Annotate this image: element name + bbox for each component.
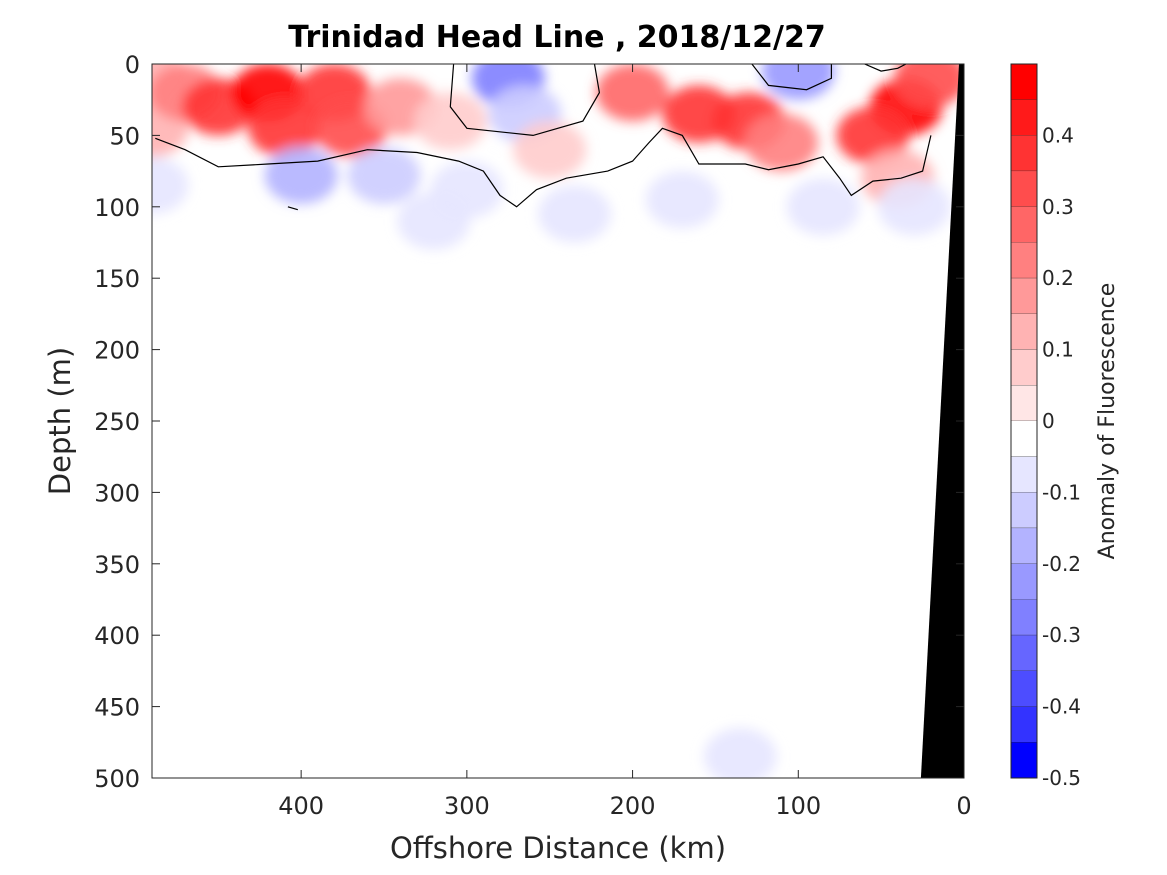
anomaly-point-31 [703,728,777,778]
colorbar-level [1011,706,1037,743]
y-tick-label: 450 [94,694,140,722]
x-tick-label: 400 [278,792,324,820]
zero-contour-0 [155,127,932,208]
anomaly-point-14 [397,192,471,250]
colorbar-level [1011,99,1037,136]
colorbar-tick-label: -0.1 [1042,480,1081,504]
colorbar-tick-label: 0.2 [1042,266,1074,290]
plot-area [151,63,965,779]
zero-contour-2 [751,64,832,91]
colorbar-level [1011,242,1037,279]
anomaly-point-2 [152,156,189,214]
anomaly-point-22 [745,113,819,172]
x-tick-label: 100 [775,792,821,820]
y-axis-label: Depth (m) [43,347,77,495]
anomaly-point-27 [836,106,910,164]
x-tick-label: 0 [956,792,971,820]
anomaly-point-11 [264,146,338,204]
colorbar-level [1011,64,1037,100]
y-tick-label: 200 [94,337,140,365]
y-tick-label: 250 [94,408,140,436]
zero-contour-1 [449,64,601,137]
colorbar-level [1011,206,1037,243]
anomaly-point-23 [645,171,719,229]
colorbar: 0.4 0.3 0.2 0.1 0 -0.1 -0.2 -0.3 -0.4 -0.5 [1010,63,1081,790]
colorbar-level [1011,599,1037,636]
colorbar-tick-label: 0.1 [1042,338,1074,362]
colorbar-level [1011,742,1037,778]
colorbar-level [1011,385,1037,421]
seafloor-layer [920,64,964,778]
anomaly-point-17 [513,121,587,179]
colorbar-tick-label: -0.4 [1042,695,1081,719]
colorbar-level [1011,456,1037,493]
y-tick-label: 400 [94,622,140,650]
colorbar-tick-label: 0.3 [1042,195,1074,219]
y-tick-label: 350 [94,551,140,579]
colorbar-level [1011,670,1037,707]
anomaly-point-12 [347,146,421,204]
y-tick-label: 50 [109,122,140,150]
y-tick-label: 150 [94,265,140,293]
x-axis: 400 300 200 100 0 [278,64,972,820]
anomaly-point-25 [786,178,860,236]
zero-contours [155,64,932,211]
y-tick-label: 300 [94,479,140,507]
anomaly-point-6 [248,99,322,157]
colorbar-tick-label: -0.2 [1042,552,1081,576]
y-tick-label: 500 [94,765,140,793]
zero-contour-4 [287,206,298,211]
colorbar-frame [1010,63,1038,779]
colorbar-tick-label: -0.3 [1042,623,1081,647]
colorbar-level [1011,278,1037,314]
colorbar-level [1011,635,1037,671]
anomaly-point-19 [596,64,670,122]
y-tick-label: 100 [94,194,140,222]
colorbar-level [1011,135,1037,172]
colorbar-level [1011,528,1037,564]
anomaly-point-30 [877,178,951,236]
x-tick-label: 200 [610,792,656,820]
seafloor-shape [920,64,964,778]
anomaly-field [152,64,964,778]
y-tick-label: 0 [125,51,140,79]
anomaly-point-10 [413,92,487,150]
chart-title: Trinidad Head Line , 2018/12/27 [288,20,825,55]
colorbar-level [1011,313,1037,350]
x-axis-label: Offshore Distance (km) [390,831,726,865]
colorbar-tick-label: 0 [1042,409,1055,433]
y-axis: 0 50 100 150 200 250 300 350 400 450 500 [94,51,964,793]
colorbar-level [1011,349,1037,386]
colorbar-level [1011,421,1037,457]
colorbar-level [1011,492,1037,529]
colorbar-level [1011,171,1037,207]
anomaly-point-28 [894,64,964,107]
colorbar-label: Anomaly of Fluorescence [1095,283,1120,560]
colorbar-level [1011,563,1037,600]
colorbar-tick-label: 0.4 [1042,123,1074,147]
colorbar-tick-label: -0.5 [1042,766,1081,790]
zero-contour-3 [864,64,907,72]
anomaly-point-18 [538,185,612,243]
x-tick-label: 300 [444,792,490,820]
anomaly-point-24 [761,64,835,100]
